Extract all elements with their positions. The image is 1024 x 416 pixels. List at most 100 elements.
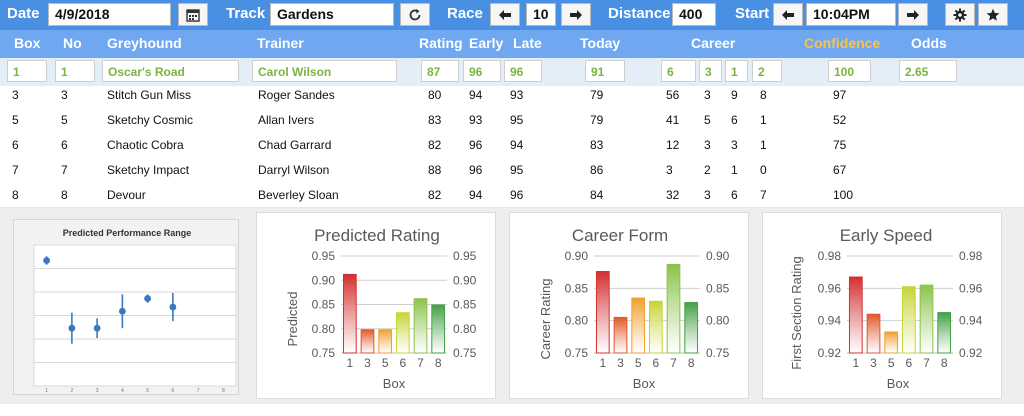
col-trainer[interactable]: Trainer [257,35,304,51]
y-tick-label: 0.98 [818,249,842,263]
cell-trainer: Chad Garrard [258,138,332,152]
table-row[interactable]: 3 3 Stitch Gun Miss Roger Sandes 80 94 9… [0,83,1024,108]
x-tick-label: 1 [852,356,859,370]
cell-trainer: Carol Wilson [252,60,397,82]
cell-no: 6 [61,138,68,152]
cell-today: 86 [590,163,604,177]
cell-box: 8 [12,188,19,202]
arrow-left-icon [499,9,511,20]
cell-greyhound: Sketchy Impact [107,163,190,177]
cell-late: 93 [510,88,524,102]
col-today[interactable]: Today [580,35,621,51]
col-box[interactable]: Box [14,35,41,51]
cell-career-seconds: 3 [731,138,738,152]
cell-no: 5 [61,113,68,127]
race-next-button[interactable] [561,3,591,26]
table-row[interactable]: 8 8 Devour Beverley Sloan 82 94 96 84 32… [0,183,1024,208]
y-tick-label: 0.92 [818,346,842,360]
cell-career-thirds: 7 [760,188,767,202]
cell-career-starts: 56 [666,88,680,102]
x-tick-label: 3 [96,388,99,394]
col-confidence[interactable]: Confidence [804,35,881,51]
cell-late: 96 [510,188,524,202]
cell-confidence: 97 [833,88,847,102]
favorite-button[interactable] [978,3,1008,26]
start-next-button[interactable] [898,3,928,26]
start-label: Start [735,5,770,22]
start-prev-button[interactable] [773,3,803,26]
calendar-icon [186,8,200,22]
x-tick-label: 7 [197,388,200,394]
career-form-chart-card: Career Form Career Rating Box 0.75 0.75 0.… [509,212,749,399]
cell-career-wins: 3 [704,138,711,152]
bar [919,284,934,354]
col-odds[interactable]: Odds [911,35,947,51]
date-label: Date [7,5,40,22]
cell-career-thirds: 2 [752,60,782,82]
distance-label: Distance [608,5,671,22]
y2-tick-label: 0.85 [453,298,477,312]
cell-career-starts: 41 [666,113,680,127]
career-form-chart: Career Form Career Rating Box 0.75 0.75 0.… [538,226,730,391]
y2-tick-label: 0.90 [706,249,730,263]
data-point [169,303,177,311]
cell-career-starts: 6 [661,60,696,82]
y-tick-label: 0.80 [565,314,589,328]
cell-career-thirds: 1 [760,113,767,127]
cell-box: 7 [12,163,19,177]
col-late[interactable]: Late [513,35,542,51]
cell-early: 96 [469,138,483,152]
y-tick-label: 0.85 [565,281,589,295]
x-tick-label: 8 [435,356,442,370]
star-icon [986,8,1000,21]
x-tick-label: 8 [222,388,225,394]
track-input[interactable]: Gardens [270,3,394,26]
cell-confidence: 100 [828,60,871,82]
table-row[interactable]: 6 6 Chaotic Cobra Chad Garrard 82 96 94 … [0,133,1024,158]
gear-icon [953,8,967,21]
performance-range-chart: Predicted Performance Range 1 2 3 4 5 6 7 8 [33,228,237,394]
x-tick-label: 7 [670,356,677,370]
early-speed-chart: Early Speed First Section Rating Box 0.9… [789,226,983,391]
race-number-input[interactable]: 10 [526,3,556,26]
table-row[interactable]: 7 7 Sketchy Impact Darryl Wilson 88 96 9… [0,158,1024,183]
top-toolbar: Date 4/9/2018 Track Gardens Race 10 Dist… [0,0,1024,30]
x-axis-label: Box [633,376,656,391]
col-career[interactable]: Career [691,35,736,51]
col-rating[interactable]: Rating [419,35,463,51]
date-input[interactable]: 4/9/2018 [48,3,171,26]
cell-early: 94 [469,188,483,202]
settings-button[interactable] [945,3,975,26]
bar [413,298,428,354]
cell-career-seconds: 6 [731,188,738,202]
x-tick-label: 5 [382,356,389,370]
race-prev-button[interactable] [490,3,520,26]
table-row-selected[interactable]: 1 1 Oscar's Road Carol Wilson 87 96 96 9… [0,58,1024,86]
calendar-button[interactable] [178,3,208,26]
cell-no: 1 [55,60,95,82]
refresh-icon [409,8,421,20]
y2-tick-label: 0.75 [706,346,730,360]
x-tick-label: 8 [688,356,695,370]
refresh-button[interactable] [400,3,430,26]
data-point [118,307,126,315]
col-no[interactable]: No [63,35,82,51]
x-tick-label: 2 [70,388,73,394]
cell-greyhound: Stitch Gun Miss [107,88,192,102]
cell-career-thirds: 1 [760,138,767,152]
cell-today: 91 [585,60,625,82]
cell-late: 94 [510,138,524,152]
cell-rating: 80 [428,88,442,102]
col-early[interactable]: Early [469,35,504,51]
x-tick-label: 5 [635,356,642,370]
early-speed-chart-card: Early Speed First Section Rating Box 0.9… [762,212,1002,399]
cell-box: 3 [12,88,19,102]
table-row[interactable]: 5 5 Sketchy Cosmic Allan Ivers 83 93 95 … [0,108,1024,133]
x-tick-label: 3 [870,356,877,370]
x-tick-label: 6 [171,388,174,394]
distance-input[interactable]: 400 [672,3,716,26]
start-time-input[interactable]: 10:04PM [806,3,896,26]
col-greyhound[interactable]: Greyhound [107,35,182,51]
y-tick-label: 0.75 [565,346,589,360]
cell-greyhound: Devour [107,188,146,202]
